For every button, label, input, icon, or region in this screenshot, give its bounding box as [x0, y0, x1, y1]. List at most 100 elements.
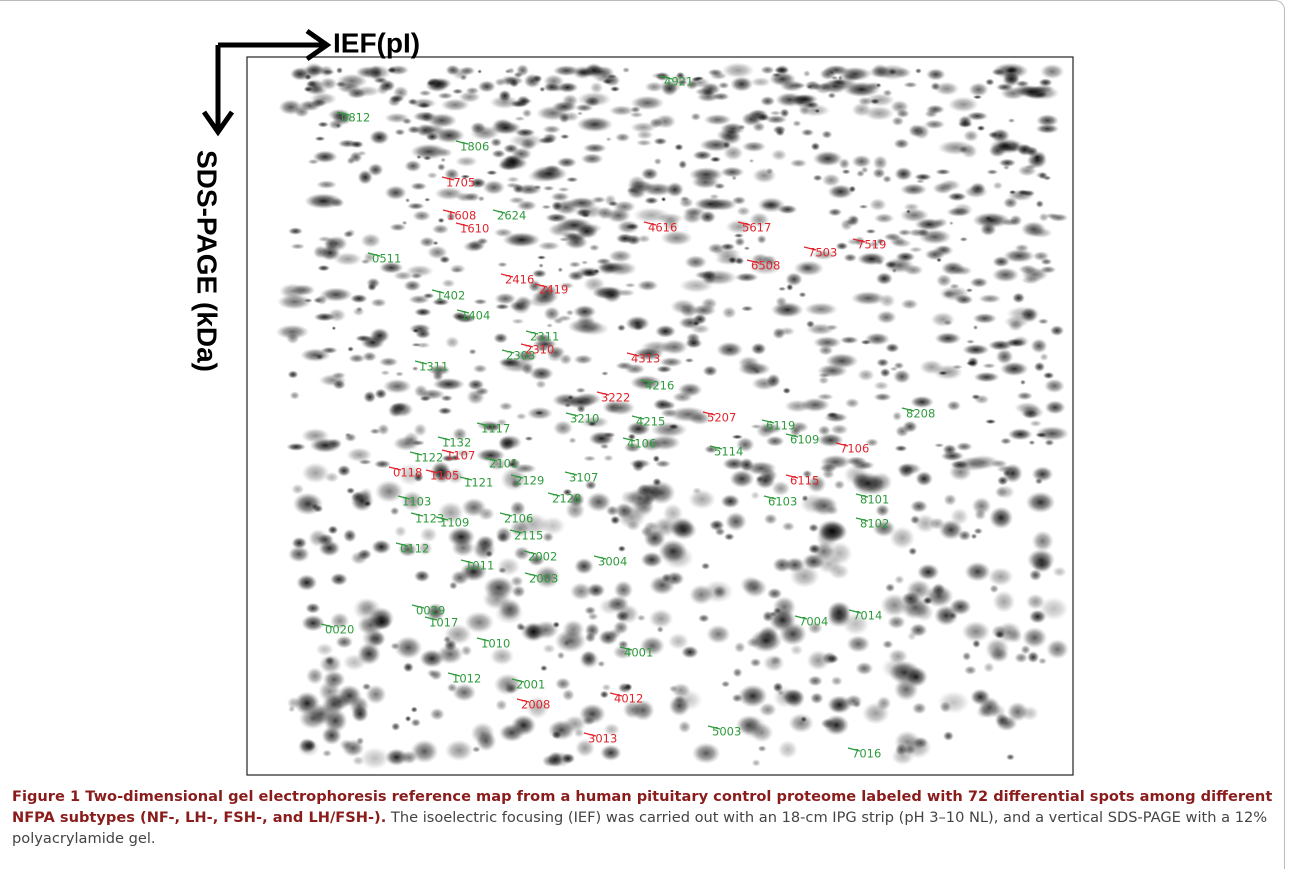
gel-spot [572, 65, 594, 80]
gel-spot [626, 421, 651, 436]
gel-spot [1036, 114, 1059, 127]
gel-spot [890, 100, 909, 114]
gel-spot [930, 82, 941, 91]
gel-spot [622, 700, 643, 719]
gel-spot [298, 708, 327, 730]
gel-spot [400, 490, 424, 512]
gel-spot [1020, 379, 1026, 385]
gel-spot [441, 454, 456, 462]
gel-spot [650, 421, 688, 438]
gel-spot [363, 500, 372, 507]
gel-spot [490, 137, 503, 147]
spot-label: 5617 [742, 221, 771, 235]
spot-label: 6119 [766, 419, 795, 433]
gel-spot [291, 536, 308, 550]
gel-spot [514, 116, 526, 122]
gel-spot [936, 273, 952, 288]
leader-line [643, 221, 657, 226]
gel-spot [477, 80, 496, 93]
gel-spot [818, 345, 834, 356]
gel-spot [973, 371, 1000, 383]
gel-spot [743, 246, 751, 251]
gel-spot [633, 322, 644, 331]
gel-spot [960, 143, 978, 159]
gel-spot [346, 156, 356, 165]
gel-spot [470, 125, 500, 141]
gel-spot [734, 237, 746, 247]
gel-spot [410, 706, 418, 713]
gel-spot [774, 64, 790, 76]
gel-spot [286, 332, 300, 345]
gel-spot [542, 754, 558, 768]
gel-spot [460, 645, 473, 657]
gel-spot [658, 539, 688, 564]
leader-line [397, 495, 411, 500]
gel-spot [1032, 91, 1048, 98]
gel-spot [917, 563, 940, 581]
gel-spot [925, 104, 945, 115]
gel-spot [639, 635, 665, 656]
gel-spot [900, 298, 919, 310]
spot-label: 1404 [461, 309, 490, 323]
gel-spot [573, 354, 594, 365]
gel-spot [304, 62, 324, 78]
gel-spot [1015, 80, 1030, 88]
leader-line [476, 422, 490, 427]
gel-box [246, 56, 1074, 776]
gel-spot [288, 546, 310, 563]
gel-spot [556, 157, 577, 168]
gel-spot [675, 71, 685, 79]
gel-spot [842, 73, 862, 82]
spot-label: 2002 [528, 550, 557, 564]
gel-spot [446, 683, 458, 693]
gel-spot [1035, 171, 1049, 179]
gel-spot [603, 454, 614, 462]
gel-spot [419, 526, 438, 543]
spot-label: 3013 [588, 732, 617, 746]
gel-spot [740, 305, 754, 312]
gel-spot [588, 244, 600, 252]
gel-spot [652, 455, 660, 463]
gel-spot [1006, 306, 1041, 321]
gel-spot [970, 533, 978, 540]
gel-spot [812, 150, 843, 167]
gel-spot [303, 298, 313, 303]
gel-spot [584, 480, 597, 491]
gel-spot [955, 442, 973, 452]
gel-spot [731, 196, 747, 205]
gel-spot [301, 462, 330, 484]
gel-spot [557, 315, 572, 322]
gel-spot [410, 718, 421, 727]
gel-spot [494, 292, 517, 305]
gel-spot [413, 570, 431, 583]
gel-spot [629, 111, 644, 118]
x-axis-label: IEF(pI) [333, 27, 420, 58]
gel-spot [337, 464, 351, 477]
gel-spot [357, 150, 367, 156]
gel-spot [661, 196, 667, 202]
leader-line [509, 529, 523, 534]
gel-spot [470, 722, 495, 745]
gel-spot [885, 343, 900, 353]
gel-spot [1003, 165, 1010, 170]
gel-spot [369, 327, 390, 344]
gel-spot [328, 692, 352, 711]
spot-label: 6115 [790, 474, 819, 488]
gel-spot [819, 68, 837, 80]
gel-spot [968, 82, 989, 97]
spot-label: 7106 [840, 442, 869, 456]
gel-spot [640, 551, 663, 568]
gel-spot [464, 611, 495, 634]
spot-label: 0020 [325, 623, 354, 637]
gel-spot [534, 565, 561, 589]
gel-spot [547, 719, 576, 741]
gel-spot [482, 588, 512, 610]
gel-spot [374, 388, 388, 400]
gel-spot [707, 68, 724, 77]
gel-spot [976, 125, 986, 132]
gel-spot [998, 158, 1016, 167]
gel-spot [495, 303, 510, 310]
gel-spot [1031, 556, 1053, 573]
gel-spot [934, 443, 945, 448]
